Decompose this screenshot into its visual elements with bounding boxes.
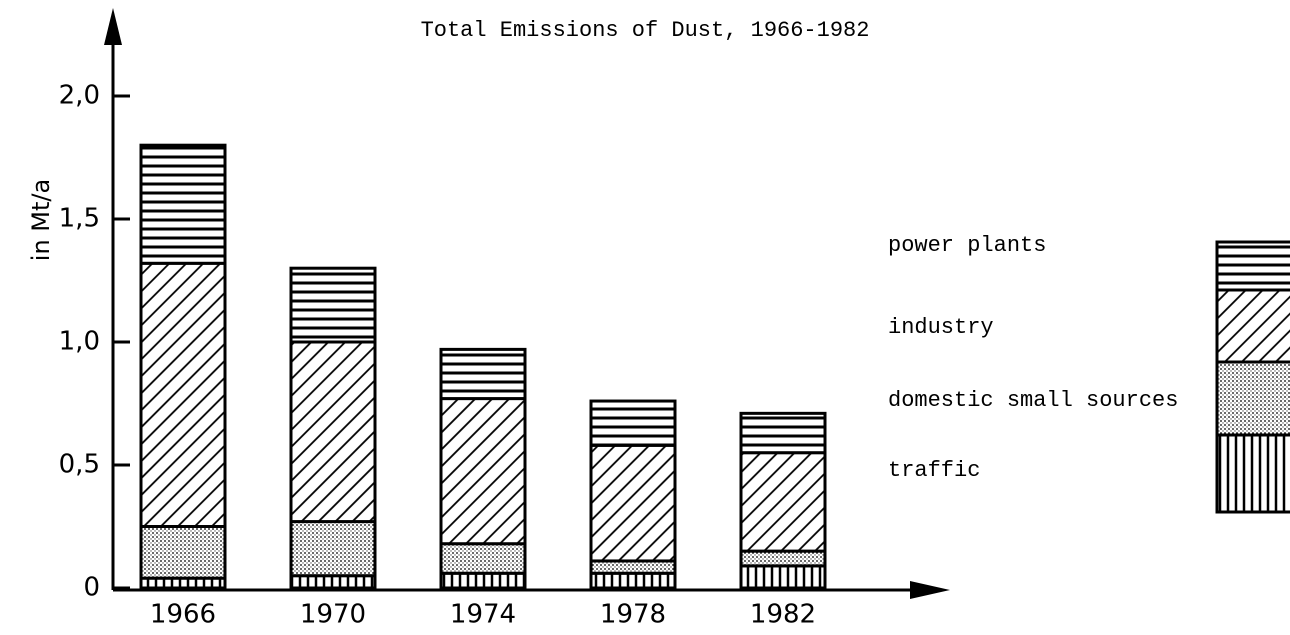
- bar-segment: [289, 340, 377, 524]
- bar-segment: [739, 549, 827, 568]
- y-axis-label: in Mt/a: [27, 179, 55, 261]
- bar-segment: [739, 451, 827, 553]
- bar-segment: [589, 559, 677, 575]
- y-tick-label: 0: [83, 573, 100, 603]
- bar-segment: [289, 266, 377, 344]
- x-tick-label: 1970: [300, 600, 366, 630]
- legend-swatch: [1215, 288, 1290, 364]
- legend-label: domestic small sources: [888, 388, 1178, 413]
- y-axis-arrow: [104, 8, 122, 45]
- y-tick-label: 1,5: [59, 204, 100, 234]
- bar-segment: [139, 261, 227, 528]
- bar-segment: [739, 564, 827, 590]
- x-tick-label: 1978: [600, 600, 666, 630]
- bar-segment: [289, 574, 377, 590]
- legend-label: power plants: [888, 233, 1046, 258]
- legend-swatch: [1215, 360, 1290, 437]
- x-tick-label: 1982: [750, 600, 816, 630]
- bar-segment: [439, 542, 527, 575]
- y-tick-label: 0,5: [59, 450, 100, 480]
- bar-segment: [739, 411, 827, 455]
- legend-swatch: [1215, 240, 1290, 292]
- bar-segment: [139, 525, 227, 580]
- bar-segment: [439, 397, 527, 546]
- bar-segment: [589, 571, 677, 590]
- chart-title: Total Emissions of Dust, 1966-1982: [421, 18, 870, 43]
- bar-segment: [439, 571, 527, 590]
- legend-swatch: [1215, 433, 1290, 514]
- x-axis-arrow: [910, 581, 950, 599]
- bar-segment: [589, 399, 677, 447]
- bar-segment: [139, 143, 227, 265]
- bar-segment: [439, 347, 527, 401]
- legend-label: traffic: [888, 458, 980, 483]
- x-tick-label: 1966: [150, 600, 216, 630]
- x-tick-label: 1974: [450, 600, 516, 630]
- bar-segment: [289, 520, 377, 578]
- y-tick-label: 1,0: [59, 327, 100, 357]
- y-tick-label: 2,0: [59, 81, 100, 111]
- legend-label: industry: [888, 315, 994, 340]
- bar-segment: [589, 443, 677, 563]
